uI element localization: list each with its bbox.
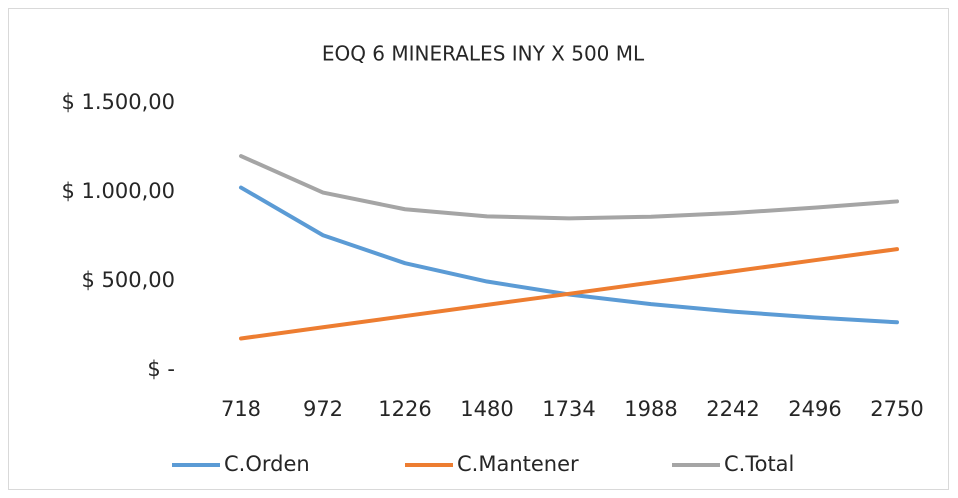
legend-label: C.Orden [224, 452, 310, 476]
x-tick-label: 972 [303, 397, 343, 421]
chart-title: EOQ 6 MINERALES INY X 500 ML [322, 42, 645, 66]
series-line [239, 247, 899, 341]
y-tick-label: $ 1.500,00 [61, 90, 175, 114]
legend-label: C.Mantener [457, 452, 579, 476]
x-tick-label: 1480 [460, 397, 513, 421]
legend-label: C.Total [724, 452, 794, 476]
x-tick-label: 2496 [788, 397, 841, 421]
y-tick-label: $ 500,00 [81, 268, 175, 292]
x-tick-label: 1988 [624, 397, 677, 421]
y-tick-label: $ - [147, 357, 175, 381]
y-tick-label: $ 1.000,00 [61, 179, 175, 203]
x-tick-label: 2242 [706, 397, 759, 421]
chart-frame [8, 8, 949, 490]
x-tick-label: 1734 [542, 397, 595, 421]
x-tick-label: 1226 [378, 397, 431, 421]
x-tick-label: 2750 [870, 397, 923, 421]
series-line [239, 154, 899, 221]
x-tick-label: 718 [221, 397, 261, 421]
